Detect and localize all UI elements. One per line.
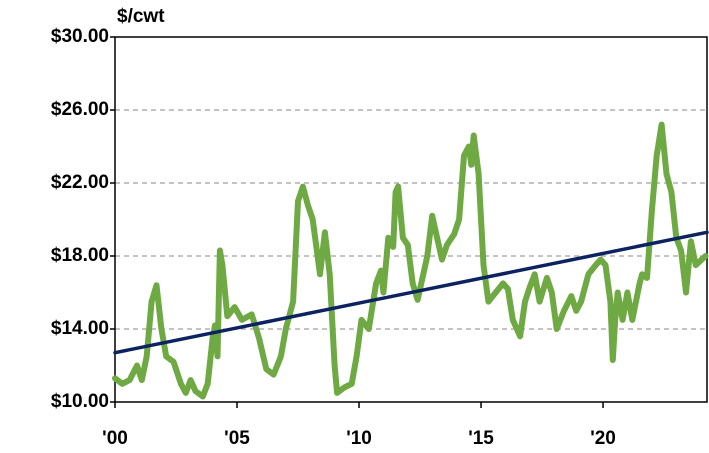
y-tick-label: $18.00: [51, 245, 109, 266]
x-tick-label: '00: [102, 428, 128, 449]
x-tick-label: '15: [468, 428, 494, 449]
x-tick-label: '05: [224, 428, 250, 449]
y-tick-label: $10.00: [51, 391, 109, 412]
y-tick-label: $30.00: [51, 26, 109, 47]
x-tick-label: '20: [590, 428, 616, 449]
x-tick-label: '10: [346, 428, 372, 449]
line: [113, 230, 709, 355]
plot-frame: [114, 36, 708, 403]
y-axis-label: $/cwt: [117, 6, 165, 27]
line: [112, 121, 709, 400]
y-tick-label: $22.00: [51, 172, 109, 193]
y-tick-label: $26.00: [51, 99, 109, 120]
y-tick-label: $14.00: [51, 318, 109, 339]
